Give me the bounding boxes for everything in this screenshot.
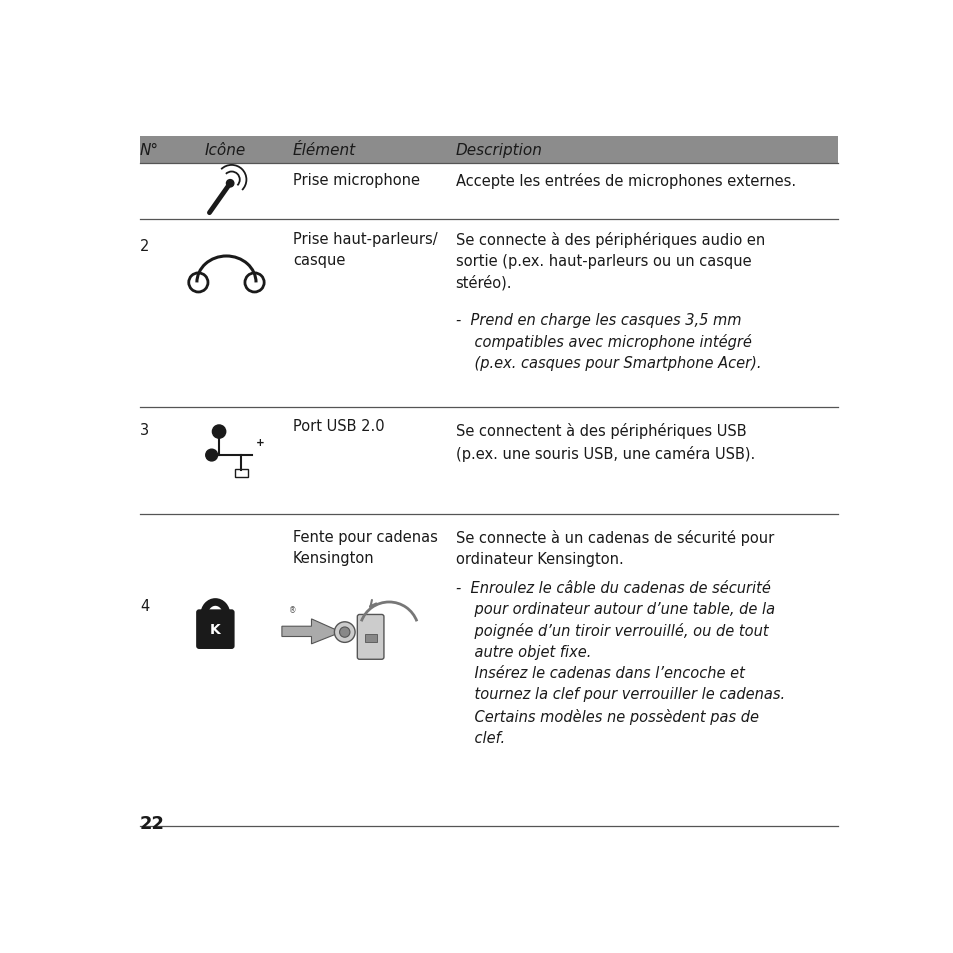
- Text: Description: Description: [456, 143, 542, 158]
- Circle shape: [339, 627, 350, 638]
- FancyBboxPatch shape: [196, 610, 234, 649]
- Text: 4: 4: [140, 598, 149, 614]
- FancyBboxPatch shape: [364, 634, 376, 642]
- Text: Prise microphone: Prise microphone: [293, 173, 419, 188]
- Text: Se connecte à un cadenas de sécurité pour
ordinateur Kensington.: Se connecte à un cadenas de sécurité pou…: [456, 529, 773, 566]
- Text: 3: 3: [140, 422, 149, 437]
- Text: 22: 22: [140, 814, 165, 832]
- Text: Icône: Icône: [204, 143, 245, 158]
- Text: Fente pour cadenas
Kensington: Fente pour cadenas Kensington: [293, 529, 437, 565]
- Text: Se connectent à des périphériques USB
(p.ex. une souris USB, une caméra USB).: Se connectent à des périphériques USB (p…: [456, 422, 754, 461]
- Text: Accepte les entrées de microphones externes.: Accepte les entrées de microphones exter…: [456, 173, 795, 189]
- Text: Élément: Élément: [293, 143, 355, 158]
- Text: Se connecte à des périphériques audio en
sortie (p.ex. haut-parleurs ou un casqu: Se connecte à des périphériques audio en…: [456, 232, 764, 291]
- FancyBboxPatch shape: [140, 137, 837, 164]
- Text: N°: N°: [140, 143, 159, 158]
- Circle shape: [335, 622, 355, 642]
- Text: Prise haut-parleurs/
casque: Prise haut-parleurs/ casque: [293, 232, 437, 268]
- FancyBboxPatch shape: [357, 615, 383, 659]
- Text: -  Prend en charge les casques 3,5 mm
    compatibles avec microphone intégré
  : - Prend en charge les casques 3,5 mm com…: [456, 313, 760, 371]
- Text: 2: 2: [140, 239, 150, 254]
- Text: -  Enroulez le câble du cadenas de sécurité
    pour ordinateur autour d’une tab: - Enroulez le câble du cadenas de sécuri…: [456, 580, 784, 745]
- Circle shape: [206, 450, 217, 461]
- Text: K: K: [210, 622, 220, 637]
- Circle shape: [213, 425, 226, 438]
- Text: Port USB 2.0: Port USB 2.0: [293, 419, 384, 434]
- Text: ®: ®: [289, 605, 296, 614]
- Polygon shape: [282, 619, 341, 644]
- Text: +: +: [255, 437, 265, 447]
- Circle shape: [226, 180, 233, 188]
